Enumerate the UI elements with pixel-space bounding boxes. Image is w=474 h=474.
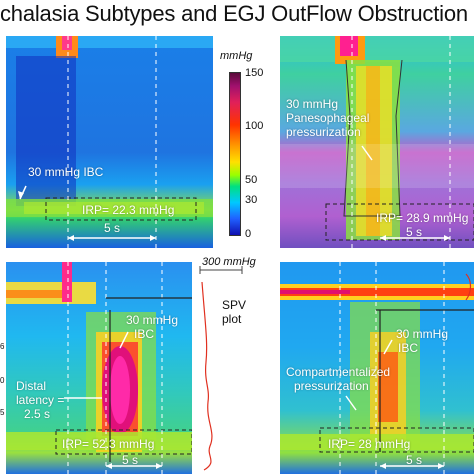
spv-label: SPV [222,298,247,312]
irp-label: IRP= 28 mmHg [328,437,411,451]
ibc-label: 30 mmHg [126,313,179,327]
topography-plot [280,36,474,248]
colorbar-tick: 30 [245,194,258,206]
pressurization-label: pressurization [294,379,369,393]
time-scale-label: 5 s [104,221,121,235]
axis-tick: 5 [0,408,5,417]
topography-panel-top-left: 30 mmHg IBC IRP= 22.3 mmHg 5 s [6,36,213,248]
colorbar-tick: 50 [245,174,258,186]
topography-plot [280,262,474,474]
ibc-label: 30 mmHg IBC [28,165,104,179]
ibc-label: IBC [134,327,155,341]
colorbar-tick: 0 [245,228,252,240]
pressurization-label: pressurization [286,125,361,139]
ibc-label: IBC [398,341,419,355]
ibc-label: 30 mmHg [396,327,449,341]
colorbar-tick: 150 [245,67,264,79]
time-scale-label: 5 s [122,453,139,467]
topography-panel-bottom-left: 30 mmHg IBC Distal latency = 2.5 s IRP= … [6,262,192,474]
latency-label: latency = [16,393,65,407]
topography-plot [6,36,213,248]
irp-label: IRP= 28.9 mmHg [376,211,469,225]
topography-plot [6,262,192,474]
colorbar [229,72,241,236]
latency-label: 2.5 s [24,407,51,421]
spv-plot [199,266,243,471]
figure-title: chalasia Subtypes and EGJ OutFlow Obstru… [0,1,468,26]
pressurization-label: Panesophageal [286,111,370,125]
axis-tick: 6 [0,342,5,351]
colorbar-tick: 100 [245,120,264,132]
irp-label: IRP= 52.3 mmHg [62,437,155,451]
irp-label: IRP= 22.3 mmHg [82,203,175,217]
topography-panel-bottom-right: 30 mmHg IBC Compartmentalized pressuriza… [280,262,474,474]
latency-label: Distal [16,379,47,393]
pressurization-label: 30 mmHg [286,97,339,111]
topography-panel-top-right: 30 mmHg Panesophageal pressurization IRP… [280,36,474,248]
time-scale-label: 5 s [406,453,423,467]
axis-tick: 0 [0,376,5,385]
colorbar-unit: mmHg [220,50,253,62]
spv-label: plot [222,312,242,326]
pressurization-label: Compartmentalized [286,365,391,379]
spv-scale-label: 300 mmHg [202,256,256,268]
time-scale-label: 5 s [406,225,423,239]
